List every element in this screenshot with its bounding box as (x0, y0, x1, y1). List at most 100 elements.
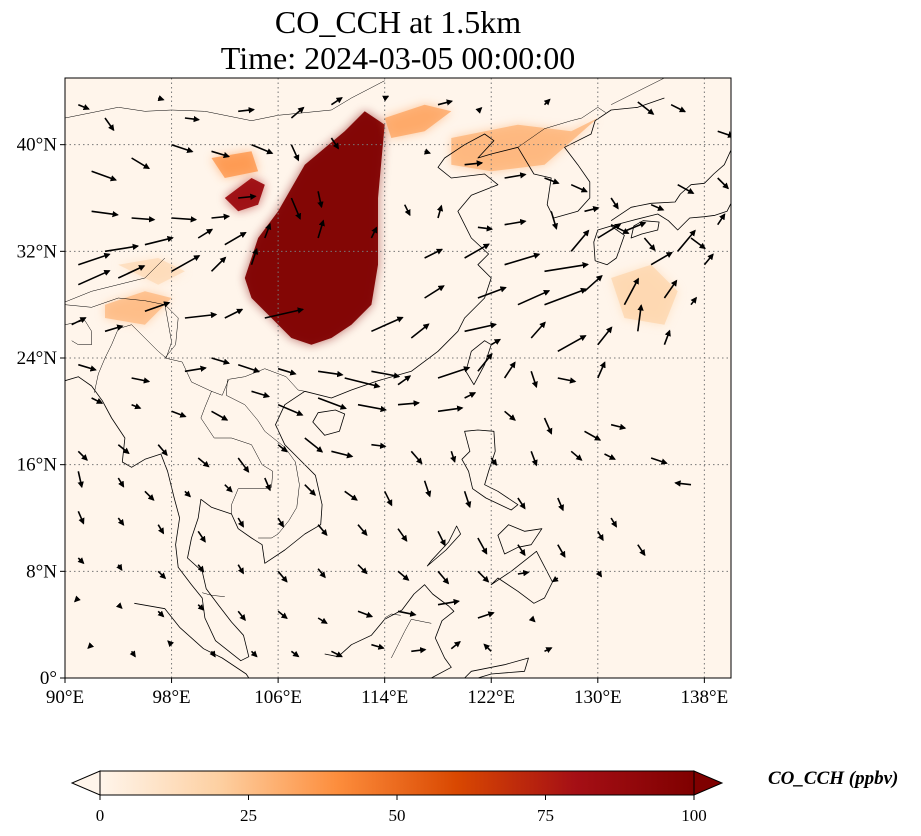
wind-arrow-86 (464, 322, 497, 333)
wind-arrow-92 (663, 329, 671, 345)
wind-arrow-3 (184, 115, 200, 123)
wind-arrow-203 (371, 643, 385, 650)
wind-arrow-145 (264, 477, 271, 492)
wind-arrow-30 (91, 210, 119, 218)
wind-arrow-187 (197, 604, 205, 611)
wind-arrow-202 (331, 650, 343, 658)
wind-arrow-46 (717, 213, 726, 226)
wind-arrow-196 (87, 642, 95, 650)
wind-arrow-44 (643, 237, 656, 252)
plot-frame (64, 77, 732, 679)
wind-arrow-66 (117, 265, 146, 279)
wind-arrow-122 (584, 430, 602, 441)
wind-arrow-159 (237, 517, 244, 528)
colorbar-tick-label-2: 50 (389, 806, 406, 825)
wind-arrow-147 (344, 490, 358, 501)
border-9 (610, 78, 665, 105)
wind-arrow-52 (264, 223, 272, 239)
wind-arrow-1 (104, 117, 115, 132)
wind-arrow-138 (604, 453, 616, 460)
wind-arrow-169 (637, 544, 646, 557)
ytick-label-5: 40°N (17, 135, 58, 156)
coastline-honshu-north (610, 131, 731, 222)
ytick-label-1: 8°N (26, 561, 57, 582)
wind-arrow-150 (463, 491, 472, 509)
wind-arrow-175 (277, 570, 288, 583)
wind-arrow-95 (184, 365, 207, 373)
wind-arrow-193 (437, 598, 460, 606)
map-subtitle-time: Time: 2024-03-05 00:00:00 (220, 40, 576, 76)
wind-arrow-152 (557, 497, 564, 512)
wind-arrow-11 (637, 101, 655, 115)
wind-arrow-153 (610, 517, 617, 528)
wind-arrow-184 (74, 595, 81, 603)
wind-arrow-91 (637, 304, 644, 332)
wind-arrow-74 (583, 274, 603, 292)
wind-arrow-165 (477, 537, 488, 555)
xtick-label-1: 98°E (152, 687, 190, 708)
coastline-kyushu-honshu (593, 225, 625, 266)
wind-arrow-199 (209, 650, 216, 658)
wind-arrow-58 (544, 262, 589, 273)
wind-arrow-20 (330, 137, 340, 150)
wind-arrow-98 (277, 367, 297, 376)
wind-arrow-77 (690, 296, 697, 306)
wind-arrow-141 (117, 477, 125, 488)
xtick-label-5: 130°E (574, 687, 622, 708)
wind-arrow-124 (77, 450, 88, 461)
border-7 (65, 80, 385, 121)
wind-arrow-8 (437, 99, 454, 106)
colorbar-tick-label-3: 75 (537, 806, 554, 825)
wind-arrow-171 (116, 563, 123, 571)
wind-arrow-26 (610, 197, 619, 210)
wind-arrow-56 (464, 243, 490, 259)
wind-arrow-179 (437, 570, 450, 585)
wind-arrow-126 (157, 444, 168, 456)
wind-arrow-183 (595, 570, 603, 578)
wind-arrow-200 (250, 650, 258, 658)
wind-arrow-133 (410, 450, 423, 465)
wind-arrow-130 (304, 437, 324, 453)
wind-arrow-167 (557, 544, 566, 558)
wind-arrow-135 (490, 457, 498, 466)
wind-arrow-178 (397, 570, 410, 581)
wind-arrow-10 (543, 98, 551, 106)
wind-arrow-38 (436, 204, 444, 219)
wind-arrow-82 (224, 308, 244, 319)
xtick-label-6: 138°E (681, 687, 729, 708)
wind-arrow-101 (371, 370, 401, 379)
wind-arrow-113 (251, 390, 271, 399)
wind-arrow-207 (544, 647, 553, 654)
wind-arrow-168 (597, 530, 604, 542)
wind-arrow-2 (157, 95, 165, 102)
wind-arrow-182 (551, 575, 559, 583)
wind-arrow-112 (211, 410, 229, 421)
ytick-label-4: 32°N (17, 241, 58, 262)
colorbar-ticks: 0 25 50 75 100 (96, 795, 707, 825)
wind-arrow-117 (397, 400, 420, 407)
wind-arrow-75 (623, 277, 640, 306)
wind-arrow-156 (117, 517, 125, 526)
wind-arrow-191 (357, 610, 374, 618)
concentration-region-0 (244, 111, 385, 345)
coastline-luzon (461, 429, 519, 511)
wind-arrow-70 (424, 285, 445, 299)
xtick-label-3: 114°E (361, 687, 408, 708)
colorbar-extend-low (70, 770, 101, 796)
wind-arrow-111 (171, 410, 187, 418)
wind-arrow-45 (690, 237, 706, 250)
xtick-label-0: 90°E (46, 687, 84, 708)
wind-arrow-197 (129, 650, 136, 658)
wind-arrow-120 (504, 410, 516, 421)
map-title: CO_CCH at 1.5km (274, 4, 522, 40)
wind-arrow-81 (184, 311, 218, 319)
wind-arrow-190 (317, 617, 328, 624)
wind-arrow-148 (383, 490, 393, 507)
wind-arrow-21 (423, 148, 432, 155)
colorbar-bar (99, 770, 695, 796)
wind-arrow-161 (317, 524, 328, 536)
wind-arrow-22 (464, 160, 484, 167)
wind-arrow-36 (317, 191, 324, 209)
